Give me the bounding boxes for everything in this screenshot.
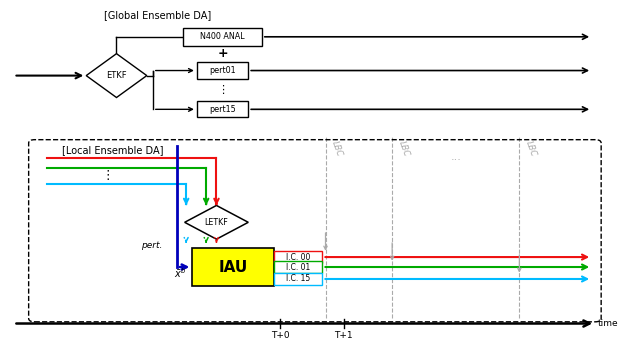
Text: LBC: LBC (330, 140, 345, 158)
Text: $\bar{x}^b$: $\bar{x}^b$ (174, 266, 186, 280)
Text: LBC: LBC (397, 140, 411, 158)
Bar (197, 62, 248, 79)
Polygon shape (185, 205, 248, 239)
Text: pert15: pert15 (209, 105, 236, 114)
Text: ETKF: ETKF (106, 71, 127, 80)
Text: pert.: pert. (141, 241, 162, 250)
Text: ⋮: ⋮ (217, 85, 228, 95)
Bar (274, 251, 322, 263)
Bar (197, 101, 248, 117)
Text: I.C. 01: I.C. 01 (286, 262, 310, 272)
Text: LETKF: LETKF (205, 218, 228, 227)
Text: [Global Ensemble DA]: [Global Ensemble DA] (104, 10, 211, 20)
Text: +: + (217, 47, 228, 60)
Polygon shape (86, 54, 147, 97)
Text: ...: ... (450, 152, 461, 162)
Text: T+0: T+0 (271, 331, 289, 340)
Text: ⋮: ⋮ (294, 268, 303, 278)
Text: N400 ANAL: N400 ANAL (200, 32, 245, 41)
Text: [Local Ensemble DA]: [Local Ensemble DA] (62, 145, 164, 155)
Text: IAU: IAU (218, 260, 248, 274)
Bar (192, 248, 274, 286)
Text: time: time (598, 319, 619, 328)
Text: LBC: LBC (524, 140, 538, 158)
Bar (183, 27, 262, 46)
Bar (274, 273, 322, 285)
Text: ⋮: ⋮ (101, 169, 114, 182)
Text: T+1: T+1 (335, 331, 353, 340)
Bar (274, 261, 322, 273)
Text: I.C. 15: I.C. 15 (286, 274, 310, 283)
Text: I.C. 00: I.C. 00 (286, 252, 310, 262)
Text: pert01: pert01 (209, 66, 236, 75)
